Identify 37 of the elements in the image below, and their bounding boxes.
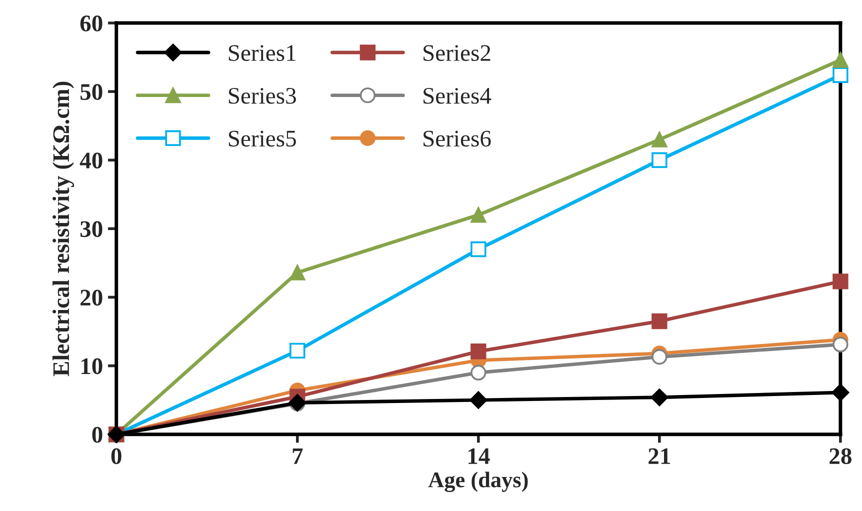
legend-label: Series5 xyxy=(228,130,296,147)
point xyxy=(832,336,848,352)
x-axis-title: Age (days) xyxy=(428,472,528,492)
x-tick-label: 7 xyxy=(292,448,303,464)
x-tick-label: 14 xyxy=(468,448,490,464)
point xyxy=(652,132,668,148)
legend-label: Series4 xyxy=(424,88,492,104)
point xyxy=(290,342,306,359)
legend-label: Series3 xyxy=(228,88,296,104)
y-tick-label: 10 xyxy=(81,358,102,374)
y-tick-label: 50 xyxy=(80,84,102,100)
point xyxy=(652,349,668,365)
point xyxy=(832,52,848,68)
legend-label: Series6 xyxy=(424,130,491,147)
point xyxy=(652,152,668,168)
y-tick-label: 0 xyxy=(92,426,102,443)
point xyxy=(650,388,668,406)
point xyxy=(832,67,848,83)
point xyxy=(652,313,668,330)
legend-label: Series2 xyxy=(424,45,490,62)
point xyxy=(832,274,848,290)
point xyxy=(470,344,486,360)
point xyxy=(470,364,486,380)
y-tick-label: 40 xyxy=(80,152,102,169)
x-tick-label: 0 xyxy=(111,448,122,464)
point xyxy=(470,391,488,409)
legend-label: Series1 xyxy=(228,45,296,62)
y-tick-label: 30 xyxy=(80,221,102,238)
x-tick-label: 28 xyxy=(830,448,852,464)
y-tick-label: 60 xyxy=(80,15,102,32)
y-axis-title: Electrical resistivity (KΩ.cm) xyxy=(52,82,74,376)
y-tick-label: 20 xyxy=(80,290,102,306)
point xyxy=(832,384,850,402)
point xyxy=(290,264,306,280)
point xyxy=(470,241,486,258)
x-tick-label: 21 xyxy=(648,448,670,464)
point xyxy=(470,207,486,223)
